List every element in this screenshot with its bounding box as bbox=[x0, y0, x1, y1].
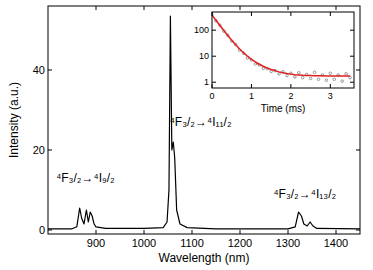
x-tick-label: 1100 bbox=[180, 237, 204, 249]
x-tick bbox=[288, 230, 289, 234]
y-tick-label: 1 bbox=[204, 77, 209, 87]
x-tick-label: 3 bbox=[328, 91, 333, 101]
y-tick-right bbox=[356, 230, 360, 231]
plot-bg bbox=[212, 12, 354, 88]
x-tick bbox=[96, 230, 97, 234]
x-tick-top bbox=[96, 6, 97, 10]
data-point bbox=[270, 70, 273, 73]
x-tick-top bbox=[251, 12, 252, 16]
y-tick-right bbox=[356, 70, 360, 71]
data-point bbox=[309, 77, 312, 80]
x-tick-top bbox=[336, 6, 337, 10]
y-tick-label: 20 bbox=[33, 144, 45, 156]
data-point bbox=[329, 72, 332, 75]
x-tick bbox=[212, 84, 213, 88]
x-tick-label: 1400 bbox=[324, 237, 348, 249]
x-tick-label: 1000 bbox=[132, 237, 156, 249]
x-tick-top bbox=[144, 6, 145, 10]
y-tick-right bbox=[350, 30, 354, 31]
x-axis-label: Time (ms) bbox=[261, 103, 306, 114]
chart-root: 9001000110012001300140002040Wavelength (… bbox=[0, 0, 373, 270]
x-tick-top bbox=[212, 12, 213, 16]
annotation: ⁴F₃/₂→⁴I₁₃/₂ bbox=[273, 187, 336, 201]
data-area bbox=[212, 13, 351, 82]
y-tick bbox=[212, 56, 216, 57]
data-point bbox=[286, 74, 289, 77]
x-tick-label: 0 bbox=[209, 91, 214, 101]
x-tick-top bbox=[330, 12, 331, 16]
series-line bbox=[212, 15, 350, 76]
y-tick-label: 0 bbox=[39, 224, 45, 236]
y-tick bbox=[48, 230, 52, 231]
data-point bbox=[345, 73, 348, 76]
data-point bbox=[333, 78, 336, 81]
x-tick bbox=[192, 230, 193, 234]
x-tick-label: 900 bbox=[87, 237, 105, 249]
x-tick-top bbox=[290, 12, 291, 16]
annotation: ⁴F₃/₂→⁴I₉/₂ bbox=[56, 171, 115, 185]
data-point bbox=[341, 80, 344, 83]
x-tick-label: 1 bbox=[249, 91, 254, 101]
plot-frame bbox=[48, 6, 360, 234]
data-point bbox=[301, 76, 304, 79]
x-axis-label: Wavelength (nm) bbox=[159, 251, 250, 265]
x-tick bbox=[240, 230, 241, 234]
data-point bbox=[317, 78, 320, 81]
x-tick bbox=[144, 230, 145, 234]
y-tick bbox=[48, 150, 52, 151]
y-tick-label: 10 bbox=[199, 51, 209, 61]
y-tick-right bbox=[350, 82, 354, 83]
x-tick bbox=[290, 84, 291, 88]
background bbox=[0, 0, 373, 270]
chart-1: 0123110100Time (ms) bbox=[194, 12, 354, 114]
data-point bbox=[313, 71, 316, 74]
data-point bbox=[294, 76, 297, 79]
y-tick bbox=[212, 30, 216, 31]
plot-frame bbox=[212, 12, 354, 88]
y-tick-label: 100 bbox=[194, 25, 209, 35]
y-tick-label: 40 bbox=[33, 64, 45, 76]
chart-0: 9001000110012001300140002040Wavelength (… bbox=[7, 6, 360, 265]
y-tick bbox=[48, 70, 52, 71]
data-point bbox=[278, 73, 281, 76]
y-axis-label: Intensity (a.u.) bbox=[7, 82, 21, 158]
x-tick-label: 1300 bbox=[276, 237, 300, 249]
x-tick-top bbox=[288, 6, 289, 10]
data-point bbox=[325, 79, 328, 82]
data-point bbox=[297, 72, 300, 75]
x-tick bbox=[336, 230, 337, 234]
x-tick bbox=[330, 84, 331, 88]
y-tick-right bbox=[350, 56, 354, 57]
annotation: ⁴F₃/₂→⁴I₁₁/₂ bbox=[170, 115, 232, 129]
x-tick-label: 1200 bbox=[228, 237, 252, 249]
x-tick-top bbox=[240, 6, 241, 10]
y-tick bbox=[212, 82, 216, 83]
plot-bg bbox=[48, 6, 360, 234]
y-tick-right bbox=[356, 150, 360, 151]
x-tick-label: 2 bbox=[288, 91, 293, 101]
x-tick bbox=[251, 84, 252, 88]
x-tick-top bbox=[192, 6, 193, 10]
